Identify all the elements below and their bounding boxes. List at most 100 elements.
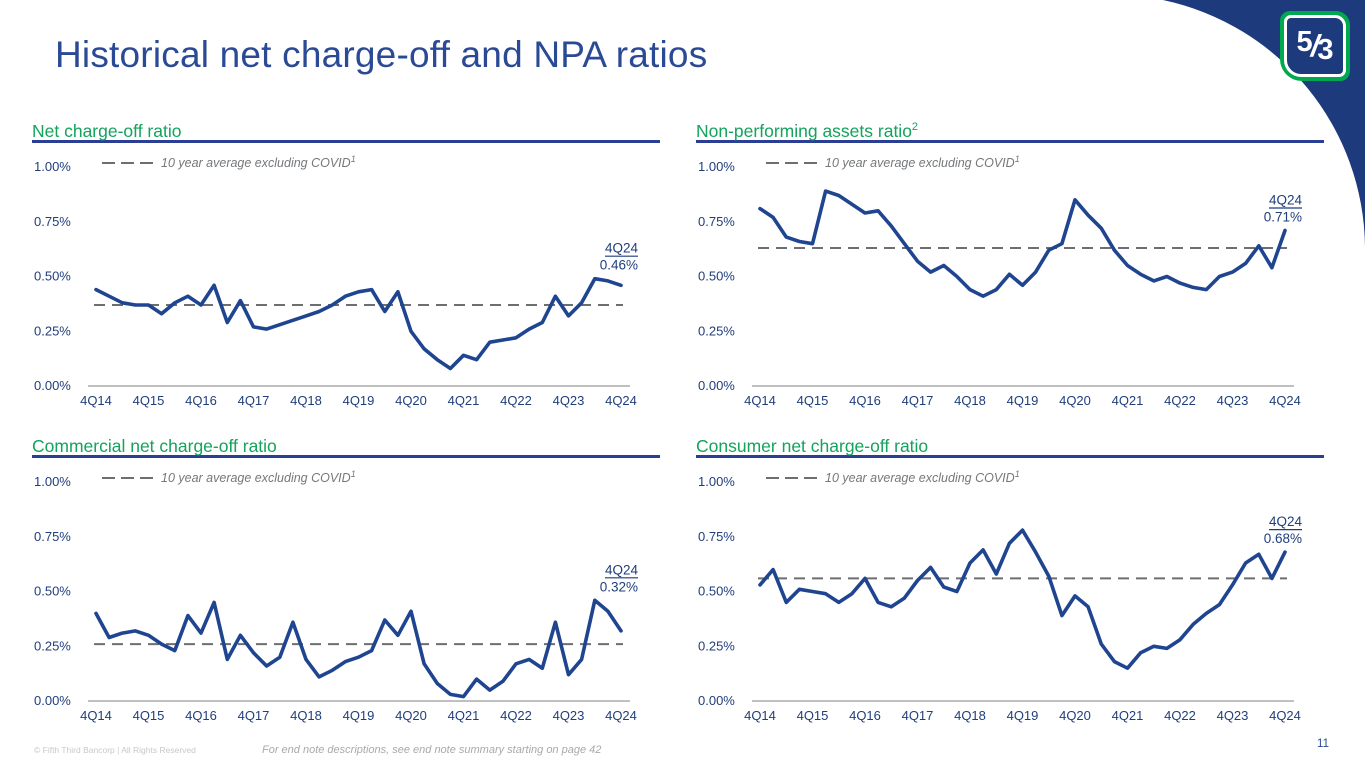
title-underline-rule — [696, 140, 1324, 143]
fifth-third-logo: 5/3 — [1280, 11, 1350, 81]
x-axis-tick-label: 4Q24 — [605, 393, 637, 408]
chart-title-text: Net charge-off ratio — [32, 120, 182, 141]
x-axis-tick-label: 4Q23 — [1217, 708, 1249, 723]
callout-quarter-label: 4Q24 — [1269, 192, 1303, 207]
x-axis-tick-label: 4Q15 — [133, 708, 165, 723]
x-axis-tick-label: 4Q14 — [744, 393, 776, 408]
y-axis-tick-label: 0.25% — [698, 638, 735, 653]
panel-consumer-nco: Consumer net charge-off ratio 1.00% 0.75%… — [696, 431, 1324, 730]
x-axis-tick-label: 4Q14 — [80, 708, 112, 723]
x-axis-tick-label: 4Q19 — [343, 708, 375, 723]
x-axis-tick-label: 4Q24 — [1269, 393, 1301, 408]
x-axis-tick-label: 4Q21 — [1112, 393, 1144, 408]
legend: 10 year average excluding COVID1 — [102, 154, 356, 170]
x-axis-tick-label: 4Q22 — [1164, 708, 1196, 723]
x-axis-tick-label: 4Q17 — [902, 708, 934, 723]
legend: 10 year average excluding COVID1 — [102, 469, 356, 485]
y-axis-tick-label: 0.00% — [34, 378, 71, 393]
callout-quarter-label: 4Q24 — [1269, 514, 1303, 529]
title-underline-rule — [32, 455, 660, 458]
legend-label: 10 year average excluding COVID1 — [825, 469, 1020, 485]
y-axis-tick-label: 0.00% — [698, 693, 735, 708]
legend-label: 10 year average excluding COVID1 — [161, 154, 356, 170]
x-axis-tick-label: 4Q15 — [797, 393, 829, 408]
y-axis-tick-label: 0.75% — [698, 528, 735, 543]
chart-title-commercial-nco: Commercial net charge-off ratio — [32, 431, 660, 456]
logo-slash: / — [1310, 28, 1320, 63]
y-axis-tick-label: 0.75% — [698, 213, 735, 228]
y-axis-tick-label: 1.00% — [698, 474, 735, 489]
series-line — [758, 188, 1287, 298]
title-underline-rule — [32, 140, 660, 143]
x-axis-tick-label: 4Q17 — [902, 393, 934, 408]
x-axis-tick-label: 4Q18 — [290, 708, 322, 723]
callout-quarter-label: 4Q24 — [605, 562, 639, 577]
x-axis-tick-label: 4Q23 — [1217, 393, 1249, 408]
legend: 10 year average excluding COVID1 — [766, 154, 1020, 170]
fifth-third-logo-glyph: 5/3 — [1284, 15, 1346, 77]
callout-value: 0.46% — [600, 257, 638, 272]
x-axis-tick-label: 4Q15 — [133, 393, 165, 408]
x-axis-tick-label: 4Q20 — [1059, 708, 1091, 723]
x-axis-tick-label: 4Q16 — [185, 708, 217, 723]
commercial-nco-chart: 1.00% 0.75% 0.50% 0.25% 0.00% 4Q14 4Q15 4Q16 4Q1… — [34, 469, 639, 723]
y-axis-tick-label: 0.50% — [34, 583, 71, 598]
series-line — [94, 276, 623, 370]
x-axis-tick-label: 4Q20 — [395, 708, 427, 723]
chart-title-text: Commercial net charge-off ratio — [32, 435, 277, 456]
endnote-reference: For end note descriptions, see end note … — [262, 744, 602, 756]
x-axis-tick-label: 4Q16 — [185, 393, 217, 408]
x-axis-tick-label: 4Q21 — [1112, 708, 1144, 723]
x-axis-tick-label: 4Q19 — [343, 393, 375, 408]
page-title: Historical net charge-off and NPA ratios — [55, 34, 708, 75]
x-axis-tick-label: 4Q17 — [238, 708, 270, 723]
npa-ratio-chart: 1.00% 0.75% 0.50% 0.25% 0.00% 4Q14 4Q15 4Q16 4Q1… — [698, 154, 1303, 408]
chart-title-consumer-nco: Consumer net charge-off ratio — [696, 431, 1324, 456]
title-underline-rule — [696, 455, 1324, 458]
copyright-notice: © Fifth Third Bancorp | All Rights Reser… — [34, 745, 196, 755]
panel-net-charge-off: Net charge-off ratio 1.00% 0.75% 0.50% 0.25… — [32, 116, 660, 415]
x-axis-tick-label: 4Q21 — [448, 393, 480, 408]
page-number: 11 — [1317, 738, 1329, 750]
x-axis-tick-label: 4Q20 — [1059, 393, 1091, 408]
panel-npa-ratio: Non-performing assets ratio2 1.00% 0.75% 0… — [696, 116, 1324, 415]
y-axis-tick-label: 0.00% — [698, 378, 735, 393]
callout-value: 0.32% — [600, 579, 638, 594]
chart-title-text: Consumer net charge-off ratio — [696, 435, 929, 456]
latest-value-callout: 4Q24 0.46% — [600, 240, 639, 272]
y-axis-tick-label: 0.50% — [698, 583, 735, 598]
y-axis-tick-label: 0.75% — [34, 213, 71, 228]
legend-label: 10 year average excluding COVID1 — [825, 154, 1020, 170]
x-axis-tick-label: 4Q16 — [849, 708, 881, 723]
net-charge-off-chart: 1.00% 0.75% 0.50% 0.25% 0.00% 4Q14 4Q15 4Q16 4Q1… — [34, 154, 639, 408]
x-axis-tick-label: 4Q14 — [744, 708, 776, 723]
consumer-nco-chart: 1.00% 0.75% 0.50% 0.25% 0.00% 4Q14 4Q15 4Q16 4Q1… — [698, 469, 1303, 723]
x-axis-tick-label: 4Q21 — [448, 708, 480, 723]
x-axis-tick-label: 4Q23 — [553, 708, 585, 723]
chart-title-text: Non-performing assets ratio — [696, 120, 912, 141]
y-axis-tick-label: 0.00% — [34, 693, 71, 708]
callout-value: 0.68% — [1264, 531, 1302, 546]
y-axis-tick-label: 0.50% — [34, 268, 71, 283]
y-axis-tick-label: 0.75% — [34, 528, 71, 543]
x-axis-tick-label: 4Q23 — [553, 393, 585, 408]
panel-commercial-nco: Commercial net charge-off ratio 1.00% 0.7… — [32, 431, 660, 730]
x-axis-tick-label: 4Q22 — [500, 708, 532, 723]
series-line — [94, 598, 623, 698]
logo-three: 3 — [1317, 33, 1334, 66]
latest-value-callout: 4Q24 0.71% — [1264, 192, 1303, 224]
latest-value-callout: 4Q24 0.32% — [600, 562, 639, 594]
chart-title-sup: 2 — [911, 121, 919, 133]
x-axis-tick-label: 4Q22 — [500, 393, 532, 408]
callout-value: 0.71% — [1264, 209, 1302, 224]
x-axis-tick-label: 4Q19 — [1007, 708, 1039, 723]
x-axis-tick-label: 4Q24 — [1269, 708, 1301, 723]
chart-title-net-charge-off: Net charge-off ratio — [32, 116, 660, 141]
x-axis-tick-label: 4Q15 — [797, 708, 829, 723]
legend-label: 10 year average excluding COVID1 — [161, 469, 356, 485]
x-axis-tick-label: 4Q24 — [605, 708, 637, 723]
x-axis-tick-label: 4Q18 — [954, 708, 986, 723]
x-axis-tick-label: 4Q20 — [395, 393, 427, 408]
series-line — [758, 527, 1287, 670]
